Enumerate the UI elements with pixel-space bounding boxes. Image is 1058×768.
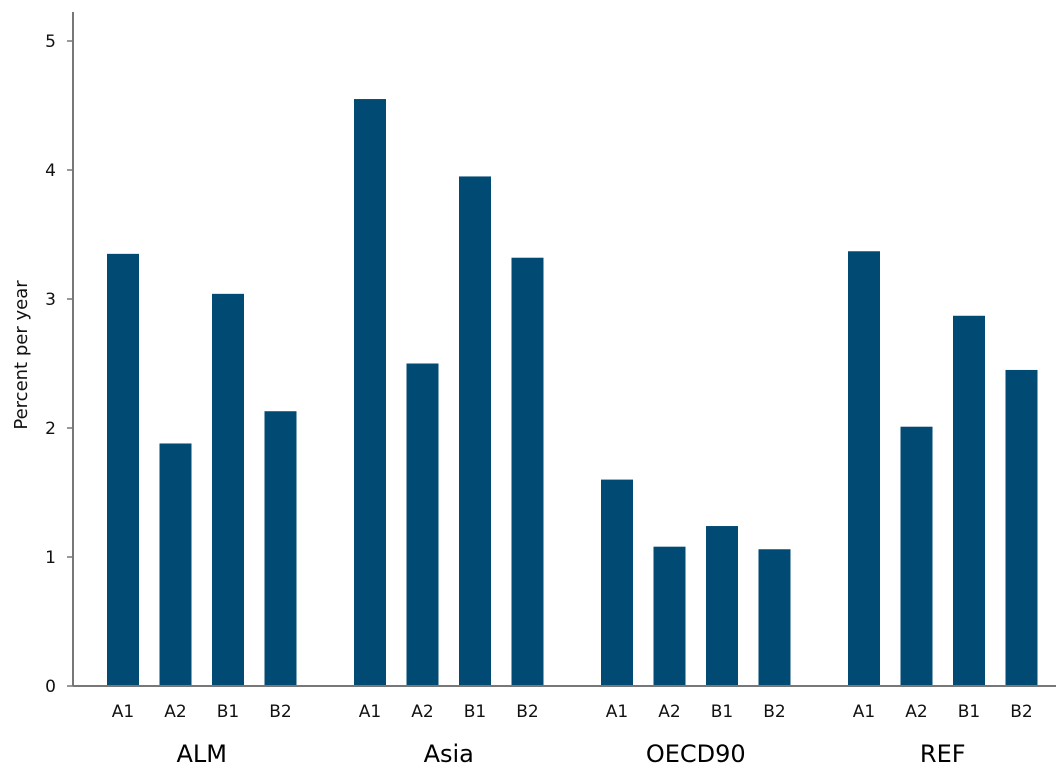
bar-alm-b2 [264,411,297,686]
bar-oecd90-a1 [601,479,633,686]
bar-asia-a1 [354,99,386,687]
x-tick-label: B1 [711,702,733,722]
x-tick-label: B2 [269,702,291,722]
x-tick-label: A1 [112,702,134,722]
x-tick-label: B1 [217,702,239,722]
y-tick-label: 1 [45,548,56,568]
bar-oecd90-a2 [653,546,686,686]
y-axis-title: Percent per year [11,280,32,430]
x-tick-label: B2 [1010,702,1032,722]
y-tick-label: 2 [45,419,56,439]
group-label-ref: REF [920,740,966,768]
bar-asia-b2 [511,257,544,686]
x-tick-label: A1 [606,702,628,722]
x-tick-label: A1 [853,702,875,722]
x-tick-label: B1 [464,702,486,722]
group-label-alm: ALM [177,740,228,768]
y-tick-label: 5 [45,32,56,52]
x-tick-label: A2 [164,702,186,722]
y-tick-label: 0 [45,677,56,697]
bar-ref-a2 [900,426,933,686]
bar-oecd90-b1 [706,526,738,686]
y-ticks-layer: 0 1 2 3 4 5 [45,32,73,697]
x-tick-label: A1 [359,702,381,722]
y-tick-label: 3 [45,290,56,310]
bar-ref-a1 [848,251,880,686]
bar-alm-a2 [159,443,192,686]
y-tick-label: 4 [45,161,56,181]
x-tick-label: B2 [516,702,538,722]
x-tick-label: B2 [763,702,785,722]
x-ticks-layer: A1 A2 B1 B2 A1 A2 B1 B2 A1 A2 B1 B2 A1 A2 B1 B2 [112,702,1033,722]
group-labels-layer: ALM Asia OECD90 REF [177,740,966,768]
bar-asia-b1 [459,176,491,686]
x-tick-label: A2 [411,702,433,722]
x-tick-label: A2 [905,702,927,722]
bar-ref-b2 [1005,369,1038,686]
bars-layer [107,99,1038,687]
group-label-oecd90: OECD90 [646,740,746,768]
axes-layer [72,12,1056,687]
bar-ref-b1 [953,315,985,686]
bar-asia-a2 [406,363,439,686]
bar-alm-a1 [107,253,139,686]
bar-alm-b1 [212,293,244,686]
group-label-asia: Asia [424,740,474,768]
x-tick-label: B1 [958,702,980,722]
bar-oecd90-b2 [758,549,791,686]
x-tick-label: A2 [658,702,680,722]
